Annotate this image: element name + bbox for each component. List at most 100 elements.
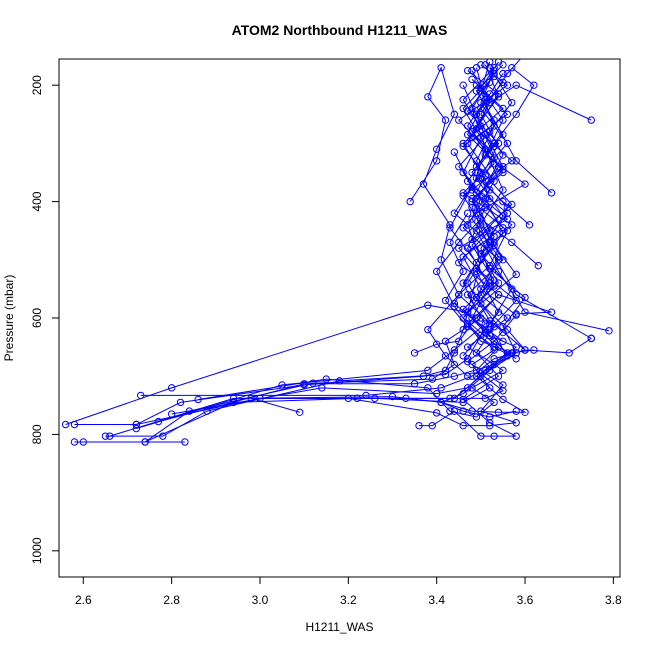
data-point <box>463 66 472 75</box>
profile-series-17 <box>406 64 472 380</box>
data-point <box>477 104 485 113</box>
data-point <box>481 145 489 153</box>
data-point <box>512 432 520 440</box>
profile-series-16 <box>415 64 520 440</box>
data-point <box>472 162 481 171</box>
data-point <box>419 180 428 188</box>
data-point <box>424 93 432 101</box>
data-point <box>472 174 481 183</box>
data-point <box>503 314 512 322</box>
data-point <box>463 384 472 392</box>
data-point <box>499 162 507 171</box>
profile-series-13 <box>194 66 512 421</box>
data-point <box>521 308 529 316</box>
data-point <box>450 148 459 156</box>
data-point <box>344 394 353 403</box>
data-point <box>508 238 516 247</box>
data-point <box>512 349 520 357</box>
data-point <box>472 259 481 267</box>
data-point <box>406 197 414 206</box>
data-point <box>278 381 286 389</box>
data-point <box>424 366 432 375</box>
data-point <box>432 157 441 165</box>
data-point <box>428 375 436 383</box>
data-point <box>432 340 441 348</box>
data-point <box>490 139 498 148</box>
y-tick-label: 600 <box>30 308 44 328</box>
data-point <box>485 366 494 375</box>
data-point <box>481 203 489 212</box>
data-point <box>154 417 163 426</box>
data-point <box>512 270 520 279</box>
data-point <box>508 285 516 293</box>
data-point <box>490 343 498 351</box>
data-point <box>490 337 498 345</box>
data-point <box>477 285 485 293</box>
data-point <box>485 320 494 328</box>
x-axis: 2.6 2.8 3.0 3.2 3.4 3.6 3.8 <box>75 577 622 607</box>
data-point <box>450 372 459 380</box>
x-tick-label: 2.8 <box>163 593 180 607</box>
data-point <box>428 421 436 430</box>
data-point <box>508 221 516 229</box>
data-point <box>477 250 485 258</box>
data-point <box>485 413 494 421</box>
profile-series-29 <box>446 148 489 360</box>
data-point <box>490 116 498 124</box>
profile-series-24 <box>432 215 542 357</box>
data-point <box>512 296 520 305</box>
data-point <box>494 291 503 299</box>
x-axis-label: H1211_WAS <box>305 620 373 634</box>
data-point <box>490 432 498 440</box>
data-point <box>70 438 79 446</box>
data-point <box>309 379 317 387</box>
series-line <box>475 73 513 325</box>
data-point <box>455 337 463 345</box>
data-point <box>463 122 472 130</box>
data-point <box>512 355 520 363</box>
data-point <box>459 421 467 430</box>
data-point <box>521 346 529 354</box>
series-line <box>140 61 526 396</box>
data-point <box>137 391 145 400</box>
series-line <box>467 70 504 333</box>
x-tick-label: 3.8 <box>605 593 622 607</box>
series-line <box>136 81 509 425</box>
series-line <box>467 59 592 354</box>
data-point <box>512 157 520 165</box>
data-point <box>296 408 304 416</box>
series-line <box>436 218 539 354</box>
data-point <box>455 116 463 124</box>
data-point <box>167 410 176 418</box>
data-point <box>512 110 520 118</box>
data-point <box>490 177 498 185</box>
series-line <box>409 66 468 377</box>
data-point <box>494 93 503 101</box>
data-point <box>410 349 419 357</box>
data-point <box>499 186 507 194</box>
data-point <box>468 104 476 113</box>
data-point <box>167 384 176 392</box>
x-tick-label: 3.4 <box>428 593 445 607</box>
data-point <box>468 183 476 191</box>
data-point <box>463 357 472 366</box>
data-point <box>463 291 472 299</box>
data-point <box>477 407 485 415</box>
data-point <box>477 215 485 223</box>
data-point <box>490 238 498 247</box>
data-point <box>508 64 516 72</box>
data-point <box>512 419 520 427</box>
data-point <box>468 168 476 177</box>
data-point <box>499 151 507 159</box>
series-line <box>449 151 486 357</box>
y-tick-label: 400 <box>30 191 44 211</box>
data-point <box>300 380 308 388</box>
data-point <box>455 244 463 252</box>
data-point <box>477 61 485 69</box>
data-point <box>459 81 467 89</box>
data-point <box>499 197 507 206</box>
profile-series-31 <box>463 66 507 337</box>
series-line <box>414 294 552 354</box>
data-point <box>441 352 450 360</box>
data-point <box>463 323 472 331</box>
